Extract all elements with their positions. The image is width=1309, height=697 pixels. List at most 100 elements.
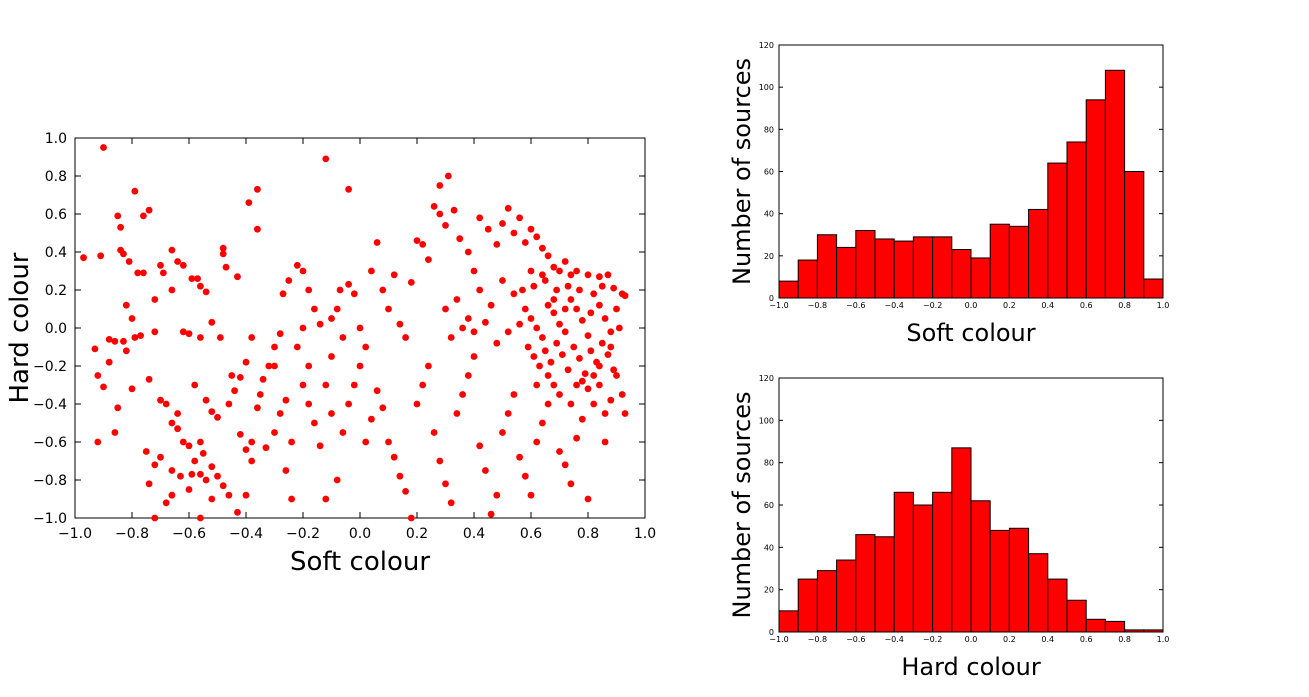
scatter-point [288,495,295,503]
scatter-point [541,277,549,284]
y-tick-label: 20 [764,586,774,595]
scatter-point [536,362,543,370]
y-tick-label: −0.2 [33,359,67,375]
x-tick-label: 0.4 [463,526,485,542]
histogram-bar [1085,99,1106,299]
histogram-bar [836,559,857,633]
scatter-point [188,470,196,478]
scatter-point [459,324,466,332]
scatter-point [556,448,563,455]
histogram-bar [855,230,876,299]
scatter-point [185,442,193,450]
y-tick-label: 80 [764,459,774,468]
histogram-bar [874,536,895,633]
scatter-point [134,269,142,277]
scatter-point [356,362,364,370]
histogram-bar [1066,599,1087,633]
scatter-point [157,396,164,404]
scatter-point [464,248,472,256]
scatter-point [254,404,261,412]
scatter-point [482,318,489,326]
x-tick-label: −0.8 [115,526,149,542]
scatter-chart-panel: −1.0 −0.8 −0.6 −0.4 −0.2 0.0 0.2 0.4 0.6 0.8 1.0 −1… [5,131,656,577]
scatter-point [533,233,541,241]
scatter-point [236,374,244,381]
scatter-point [544,252,552,260]
x-tick-label: 0.2 [1003,301,1016,310]
histogram-bar [1008,225,1030,299]
x-tick-label: 0.6 [1080,301,1093,310]
scatter-point [396,320,404,328]
scatter-point [504,410,512,417]
scatter-point [197,334,204,341]
scatter-point [610,366,618,374]
scatter-point [604,271,612,279]
scatter-point [276,330,284,338]
scatter-point [413,237,421,245]
scatter-point [533,324,541,332]
scatter-point [425,256,432,263]
scatter-point [114,404,122,412]
x-tick-label: −0.2 [923,301,942,310]
y-axis-title: Hard colour [5,252,35,403]
y-tick-label: 0.0 [45,321,67,337]
scatter-point [151,296,159,303]
histogram-bar [989,223,1010,299]
y-tick-label: 0.8 [45,169,67,185]
scatter-point [510,391,518,398]
scatter-point [504,204,512,212]
scatter-point [117,223,124,231]
scatter-point [407,279,415,286]
scatter-point [596,362,603,370]
scatter-point [482,467,489,474]
scatter-point [601,315,609,322]
scatter-point [265,362,273,370]
scatter-point [521,239,529,246]
scatter-point [442,222,449,229]
scatter-point [553,286,561,294]
scatter-point [345,400,352,408]
y-tick-label: −0.4 [33,397,67,413]
y-tick-label: 1.0 [45,131,67,147]
scatter-point [100,144,107,151]
y-tick-label: 40 [764,210,774,219]
scatter-point [316,442,324,450]
scatter-point [128,315,136,322]
scatter-point [197,470,204,478]
scatter-point [578,377,586,385]
scatter-point [610,284,618,292]
histogram-bar [970,500,991,633]
scatter-point [311,419,318,427]
scatter-point [254,225,261,233]
scatter-point [333,476,341,484]
y-tick-label: 120 [759,41,774,50]
scatter-point [242,446,250,453]
scatter-point [305,362,313,370]
scatter-point [282,467,290,474]
scatter-point [168,246,176,254]
scatter-point [333,305,341,313]
x-tick-label: −0.8 [808,635,827,644]
scatter-point [598,339,606,347]
scatter-point [402,334,409,341]
scatter-point [476,286,484,294]
scatter-point [254,185,261,193]
scatter-point [197,514,204,522]
scatter-point [328,410,335,417]
scatter-point [521,305,529,313]
scatter-point [174,410,182,417]
scatter-point [550,381,558,389]
scatter-point [105,358,113,366]
histogram-bar [951,249,972,299]
x-tick-label: 0.0 [965,301,978,310]
scatter-point [456,235,464,243]
scatter-point [168,491,176,499]
scatter-point [350,381,358,389]
y-tick-label: 40 [764,543,774,552]
scatter-point [105,336,113,343]
scatter-point [584,495,592,503]
x-tick-label: −0.6 [846,635,865,644]
scatter-point [379,286,387,294]
scatter-point [510,229,518,237]
histogram-bar [874,238,895,299]
